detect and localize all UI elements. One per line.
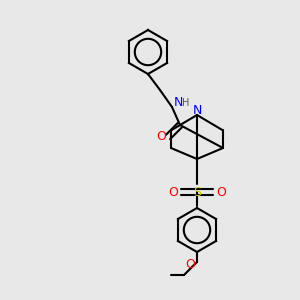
Text: O: O — [216, 185, 226, 199]
Text: N: N — [192, 103, 202, 116]
Text: N: N — [173, 97, 183, 110]
Text: O: O — [168, 185, 178, 199]
Text: O: O — [185, 257, 195, 271]
Text: S: S — [193, 185, 201, 199]
Text: O: O — [156, 130, 166, 143]
Text: H: H — [182, 98, 190, 108]
